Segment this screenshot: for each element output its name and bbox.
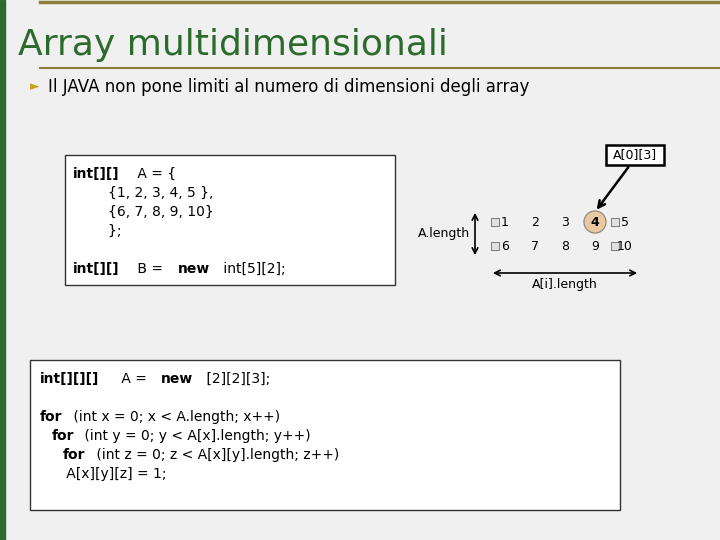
Text: 4: 4 (590, 215, 599, 228)
Text: 6: 6 (501, 240, 509, 253)
Text: 10: 10 (617, 240, 633, 253)
Bar (491, 218, 499, 226)
Text: int[][][]: int[][][] (40, 372, 99, 386)
Text: 8: 8 (561, 240, 569, 253)
Text: (int y = 0; y < A[x].length; y++): (int y = 0; y < A[x].length; y++) (81, 429, 311, 443)
Bar (491, 242, 499, 250)
Text: A.length: A.length (418, 227, 470, 240)
Text: A[i].length: A[i].length (532, 278, 598, 291)
Bar (65, 155, 395, 285)
Text: 1: 1 (501, 215, 509, 228)
Text: ►: ► (30, 80, 40, 93)
Text: A[x][y][z] = 1;: A[x][y][z] = 1; (40, 467, 166, 481)
Bar (611, 218, 619, 226)
Text: };: }; (73, 224, 122, 238)
Text: B =: B = (133, 262, 168, 276)
Text: A =: A = (117, 372, 151, 386)
Text: int[5][2];: int[5][2]; (219, 262, 286, 276)
Text: 2: 2 (531, 215, 539, 228)
Circle shape (584, 211, 606, 233)
Bar (611, 242, 619, 250)
Text: A[0][3]: A[0][3] (613, 148, 657, 161)
Bar (0, 0, 5, 540)
Text: 3: 3 (561, 215, 569, 228)
Text: 9: 9 (591, 240, 599, 253)
Text: {6, 7, 8, 9, 10}: {6, 7, 8, 9, 10} (73, 205, 214, 219)
Text: Il JAVA non pone limiti al numero di dimensioni degli array: Il JAVA non pone limiti al numero di dim… (48, 78, 529, 96)
Text: {1, 2, 3, 4, 5 },: {1, 2, 3, 4, 5 }, (73, 186, 213, 200)
Text: int[][]: int[][] (73, 167, 120, 181)
Text: [2][2][3];: [2][2][3]; (202, 372, 271, 386)
Text: new: new (161, 372, 193, 386)
Text: new: new (178, 262, 210, 276)
Text: 5: 5 (621, 215, 629, 228)
Text: for: for (40, 410, 63, 424)
Text: for: for (63, 448, 85, 462)
Text: Array multidimensionali: Array multidimensionali (18, 28, 448, 62)
Text: 7: 7 (531, 240, 539, 253)
Text: for: for (51, 429, 73, 443)
Text: int[][]: int[][] (73, 262, 120, 276)
Text: (int z = 0; z < A[x][y].length; z++): (int z = 0; z < A[x][y].length; z++) (91, 448, 339, 462)
Text: A = {: A = { (133, 167, 176, 181)
Bar (30, 360, 620, 510)
Bar (606, 145, 664, 165)
Text: (int x = 0; x < A.length; x++): (int x = 0; x < A.length; x++) (69, 410, 280, 424)
